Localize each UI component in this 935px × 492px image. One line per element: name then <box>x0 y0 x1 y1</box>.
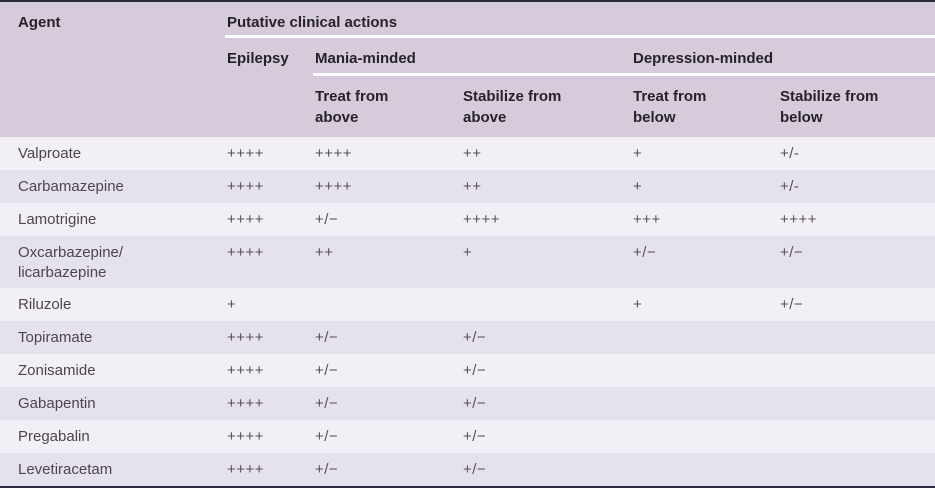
value-cell-stabilize-above: ++ <box>463 145 482 162</box>
table-row-zonisamide: Zonisamide ++++ +/− +/− <box>0 354 935 387</box>
agent-column-header: Agent <box>18 14 61 31</box>
agent-name: Oxcarbazepine/ licarbazepine <box>18 244 124 281</box>
agent-name: Carbamazepine <box>18 178 124 195</box>
value-cell-stabilize-below <box>762 420 935 427</box>
table-row-gabapentin: Gabapentin ++++ +/− +/− <box>0 387 935 420</box>
value-cell-treat-above: ++ <box>315 244 334 261</box>
value-cell-treat-below <box>615 321 762 328</box>
value-cell-epilepsy: + <box>227 296 237 313</box>
value-cell-epilepsy: ++++ <box>227 329 265 346</box>
value-cell-treat-above: ++++ <box>315 145 353 162</box>
value-cell-stabilize-above: +/− <box>463 428 487 445</box>
value-cell-stabilize-above: ++++ <box>463 211 501 228</box>
table-row-topiramate: Topiramate ++++ +/− +/− <box>0 321 935 354</box>
value-cell-epilepsy: ++++ <box>227 461 265 478</box>
value-cell-stabilize-above: +/− <box>463 329 487 346</box>
value-cell-treat-above: +/− <box>315 461 339 478</box>
table-header: Agent Putative clinical actions Epilepsy… <box>0 2 935 137</box>
value-cell-epilepsy: ++++ <box>227 362 265 379</box>
value-cell-stabilize-below <box>762 321 935 328</box>
agent-name: Topiramate <box>18 329 93 346</box>
treat-from-below-column-header: Treat from below <box>633 88 707 126</box>
value-cell-treat-above: +/− <box>315 362 339 379</box>
value-cell-stabilize-above <box>445 288 615 295</box>
table-row-oxcarbazepine-licarbazepine: Oxcarbazepine/ licarbazepine ++++ ++ + +… <box>0 236 935 288</box>
value-cell-stabilize-above: + <box>463 244 473 261</box>
agent-name: Gabapentin <box>18 395 96 412</box>
agent-name: Zonisamide <box>18 362 96 379</box>
mania-group-header: Mania-minded <box>315 50 416 67</box>
value-cell-stabilize-below: +/− <box>780 244 804 261</box>
value-cell-stabilize-below: ++++ <box>780 211 818 228</box>
value-cell-stabilize-below <box>762 453 935 460</box>
value-cell-treat-below: + <box>633 145 643 162</box>
value-cell-treat-above: +/− <box>315 428 339 445</box>
epilepsy-column-header: Epilepsy <box>227 50 289 67</box>
table-bottom-rule <box>0 486 935 488</box>
table-row-lamotrigine: Lamotrigine ++++ +/− ++++ +++ ++++ <box>0 203 935 236</box>
value-cell-epilepsy: ++++ <box>227 244 265 261</box>
agent-name: Levetiracetam <box>18 461 113 478</box>
table-row-valproate: Valproate ++++ ++++ ++ + +/- <box>0 137 935 170</box>
value-cell-treat-below <box>615 453 762 460</box>
value-cell-stabilize-above: +/− <box>463 461 487 478</box>
value-cell-treat-above: +/− <box>315 211 339 228</box>
value-cell-treat-above: ++++ <box>315 178 353 195</box>
value-cell-treat-below <box>615 354 762 361</box>
header-divider-top <box>225 35 935 38</box>
table-row-levetiracetam: Levetiracetam ++++ +/− +/− <box>0 453 935 486</box>
value-cell-stabilize-below: +/- <box>780 145 800 162</box>
value-cell-epilepsy: ++++ <box>227 211 265 228</box>
value-cell-stabilize-below: +/− <box>780 296 804 313</box>
value-cell-treat-above <box>297 288 445 295</box>
value-cell-stabilize-below: +/- <box>780 178 800 195</box>
value-cell-treat-below: + <box>633 296 643 313</box>
table-body: Valproate ++++ ++++ ++ + +/- Carbamazepi… <box>0 137 935 486</box>
depression-group-header: Depression-minded <box>633 50 774 67</box>
value-cell-treat-above: +/− <box>315 395 339 412</box>
header-divider-sub <box>313 73 935 76</box>
stabilize-from-above-column-header: Stabilize from above <box>463 88 562 126</box>
value-cell-stabilize-above: ++ <box>463 178 482 195</box>
value-cell-stabilize-below <box>762 354 935 361</box>
table-row-riluzole: Riluzole + + +/− <box>0 288 935 321</box>
value-cell-epilepsy: ++++ <box>227 428 265 445</box>
agent-name: Riluzole <box>18 296 72 313</box>
value-cell-epilepsy: ++++ <box>227 395 265 412</box>
agent-name: Valproate <box>18 145 82 162</box>
value-cell-epilepsy: ++++ <box>227 145 265 162</box>
stabilize-from-below-column-header: Stabilize from below <box>780 88 879 126</box>
table-row-carbamazepine: Carbamazepine ++++ ++++ ++ + +/- <box>0 170 935 203</box>
value-cell-stabilize-above: +/− <box>463 395 487 412</box>
value-cell-treat-below <box>615 420 762 427</box>
value-cell-stabilize-below <box>762 387 935 394</box>
putative-actions-group-header: Putative clinical actions <box>227 14 398 31</box>
value-cell-treat-below: + <box>633 178 643 195</box>
value-cell-treat-below <box>615 387 762 394</box>
table-top-rule <box>0 0 935 2</box>
treat-from-above-column-header: Treat from above <box>315 88 389 126</box>
value-cell-treat-below: +/− <box>633 244 657 261</box>
value-cell-epilepsy: ++++ <box>227 178 265 195</box>
table-row-pregabalin: Pregabalin ++++ +/− +/− <box>0 420 935 453</box>
value-cell-treat-below: +++ <box>633 211 661 228</box>
agent-name: Lamotrigine <box>18 211 97 228</box>
value-cell-stabilize-above: +/− <box>463 362 487 379</box>
agent-name: Pregabalin <box>18 428 90 445</box>
value-cell-treat-above: +/− <box>315 329 339 346</box>
